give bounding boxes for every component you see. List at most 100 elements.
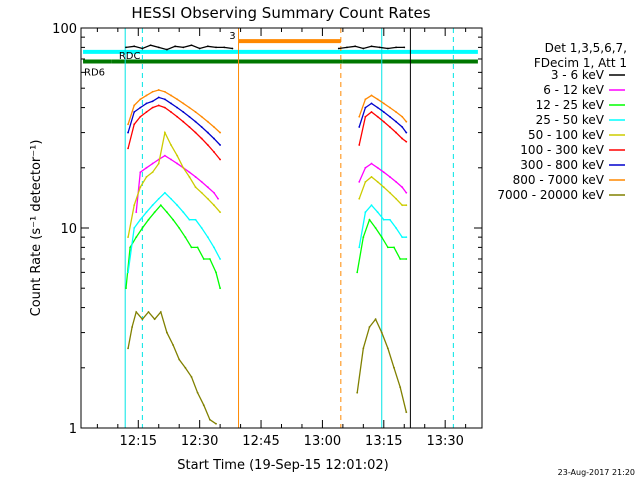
data-point bbox=[188, 218, 191, 221]
data-point bbox=[395, 131, 397, 134]
data-point bbox=[194, 131, 197, 134]
data-point bbox=[208, 418, 211, 421]
data-point bbox=[206, 120, 209, 123]
data-point bbox=[206, 186, 209, 189]
data-point bbox=[405, 236, 408, 239]
data-point bbox=[151, 204, 154, 207]
data-point bbox=[405, 204, 408, 207]
data-point bbox=[125, 46, 127, 49]
data-point bbox=[213, 204, 215, 207]
data-point bbox=[194, 176, 197, 178]
data-point bbox=[219, 131, 222, 134]
data-point bbox=[217, 197, 219, 200]
data-point bbox=[213, 246, 215, 249]
data-point bbox=[219, 211, 222, 214]
data-point bbox=[362, 347, 365, 350]
data-point bbox=[364, 181, 367, 183]
data-point bbox=[135, 211, 138, 214]
data-point bbox=[182, 111, 185, 113]
data-point bbox=[194, 218, 197, 221]
data-point bbox=[170, 102, 172, 105]
data-point bbox=[382, 120, 385, 123]
data-point bbox=[403, 46, 406, 49]
data-point bbox=[364, 166, 367, 169]
data-point bbox=[157, 162, 160, 165]
data-point bbox=[141, 47, 144, 50]
data-point bbox=[395, 197, 397, 200]
legend-label: 3 - 6 keV bbox=[551, 68, 605, 82]
data-point bbox=[127, 147, 129, 150]
data-point bbox=[176, 106, 179, 109]
data-point bbox=[135, 311, 138, 313]
data-point bbox=[188, 176, 191, 178]
data-point bbox=[389, 106, 391, 109]
data-point bbox=[147, 218, 150, 221]
data-point bbox=[382, 218, 385, 221]
data-point bbox=[133, 123, 136, 126]
data-point bbox=[399, 258, 402, 260]
data-point bbox=[395, 111, 397, 113]
data-point bbox=[358, 126, 361, 128]
data-point bbox=[170, 197, 172, 200]
data-point bbox=[362, 47, 365, 50]
data-point bbox=[196, 391, 199, 394]
data-point bbox=[194, 120, 197, 123]
data-point bbox=[382, 102, 385, 105]
data-point bbox=[405, 140, 408, 143]
data-point bbox=[405, 258, 408, 260]
data-point bbox=[200, 227, 203, 229]
data-point bbox=[405, 120, 408, 123]
legend-label: 25 - 50 keV bbox=[536, 113, 605, 127]
data-point bbox=[370, 176, 373, 178]
data-point bbox=[190, 246, 193, 249]
data-point bbox=[125, 287, 127, 290]
data-point bbox=[139, 218, 142, 221]
data-point bbox=[133, 111, 136, 113]
data-point bbox=[395, 120, 397, 123]
data-point bbox=[139, 171, 142, 174]
data-point bbox=[382, 111, 385, 113]
data-point bbox=[184, 236, 187, 239]
data-point bbox=[389, 176, 391, 178]
data-point bbox=[213, 151, 215, 153]
data-point bbox=[358, 115, 361, 118]
data-point bbox=[370, 94, 373, 97]
data-point bbox=[376, 211, 379, 214]
data-point bbox=[163, 154, 166, 157]
data-point bbox=[127, 271, 129, 274]
data-point bbox=[401, 236, 404, 239]
data-point bbox=[127, 236, 129, 239]
data-point bbox=[399, 386, 402, 389]
data-point bbox=[389, 115, 391, 118]
data-point bbox=[163, 131, 166, 134]
data-point bbox=[188, 106, 191, 109]
data-point bbox=[190, 44, 193, 47]
data-point bbox=[170, 158, 172, 161]
data-point bbox=[190, 376, 193, 378]
data-point bbox=[358, 246, 361, 249]
data-point bbox=[358, 181, 361, 183]
x-tick-label: 13:00 bbox=[304, 434, 341, 449]
data-point bbox=[159, 204, 162, 207]
data-point bbox=[176, 204, 179, 207]
data-point bbox=[213, 191, 215, 194]
legend-label: 100 - 300 keV bbox=[520, 143, 604, 157]
data-point bbox=[133, 227, 136, 229]
data-point bbox=[401, 186, 404, 189]
data-point bbox=[151, 90, 154, 93]
data-point bbox=[215, 46, 217, 49]
data-point bbox=[163, 90, 166, 93]
data-point bbox=[149, 44, 152, 47]
legend-label: 12 - 25 keV bbox=[536, 98, 605, 112]
data-point bbox=[213, 137, 215, 140]
legend-header: FDecim 1, Att 1 bbox=[534, 56, 627, 70]
data-point bbox=[139, 115, 142, 118]
data-point bbox=[208, 258, 211, 260]
data-point bbox=[178, 227, 181, 229]
data-point bbox=[368, 326, 371, 328]
data-point bbox=[145, 176, 148, 178]
data-point bbox=[188, 171, 191, 174]
data-point bbox=[145, 94, 148, 97]
data-point bbox=[401, 126, 404, 128]
data-point bbox=[231, 47, 234, 50]
